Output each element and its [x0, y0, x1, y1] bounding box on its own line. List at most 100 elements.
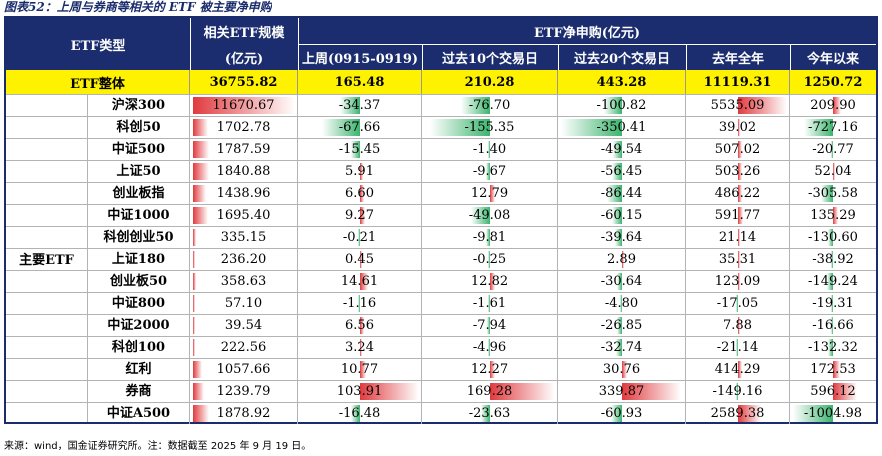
cell-value: -4.80 — [604, 296, 639, 311]
data-bar — [736, 295, 738, 312]
scale-cell: 1239.79 — [190, 381, 298, 402]
data-bar — [738, 207, 743, 224]
data-bar — [738, 361, 742, 378]
cell-value: -32.74 — [600, 340, 643, 355]
cell-value: 2589.38 — [710, 406, 765, 421]
cell-value: 236.20 — [220, 252, 267, 267]
flow-cell: -49.08 — [422, 205, 558, 226]
cell-value: 169.28 — [466, 384, 513, 399]
flow-cell: 123.09 — [686, 271, 790, 292]
flow-cell: -16.66 — [790, 315, 876, 336]
cell-value: 12.27 — [470, 362, 509, 377]
data-bar — [738, 119, 740, 136]
data-bar — [738, 229, 740, 246]
scale-cell: 11670.67 — [190, 95, 298, 116]
flow-cell: 7.88 — [686, 315, 790, 336]
cell-value: 1787.59 — [216, 142, 271, 157]
cell-value: 1057.66 — [216, 362, 271, 377]
source-note: 来源：wind，国金证券研究所。注：数据截至 2025 年 9 月 19 日。 — [4, 441, 312, 452]
data-bar — [738, 317, 740, 334]
flow-cell: 172.53 — [790, 359, 876, 380]
table-row: 上证50 1840.88 5.91 -9.67 -56.45 503.26 52.04 — [6, 160, 876, 182]
data-bar — [322, 119, 360, 136]
flow-cell: -4.96 — [422, 337, 558, 358]
data-bar — [193, 339, 195, 356]
data-bar — [620, 295, 622, 312]
cell-value: -9.81 — [472, 230, 507, 245]
header-period-0: 上周(0915-0919) — [298, 44, 422, 70]
data-bar — [738, 163, 742, 180]
data-bar — [738, 141, 742, 158]
cell-value: -76.70 — [468, 98, 511, 113]
flow-cell: 12.79 — [422, 183, 558, 204]
data-bar — [831, 251, 833, 268]
cell-value: -60.15 — [600, 208, 643, 223]
cell-value: 21.14 — [718, 230, 757, 245]
data-bar — [738, 405, 761, 422]
table-row: 科创50 1702.78 -67.66 -155.35 -350.41 39.02 -727… — [6, 116, 876, 138]
row-name: 上证50 — [88, 161, 190, 182]
data-bar — [488, 339, 490, 356]
flow-cell: -350.41 — [558, 117, 686, 138]
data-bar — [615, 229, 622, 246]
cell-value: 57.10 — [224, 296, 263, 311]
data-bar — [430, 119, 490, 136]
data-bar — [833, 207, 838, 224]
cell-value: -1.61 — [472, 296, 507, 311]
cell-value: -16.66 — [812, 318, 854, 333]
data-bar — [617, 317, 622, 334]
data-bar — [471, 207, 490, 224]
flow-cell: -132.32 — [790, 337, 876, 358]
cell-value: -49.54 — [600, 142, 643, 157]
data-bar — [360, 273, 368, 290]
cell-value: -155.35 — [464, 120, 515, 135]
data-bar — [193, 141, 209, 158]
cell-value: 209.90 — [810, 98, 856, 113]
total-period-1: 210.28 — [422, 70, 558, 94]
flow-cell: -16.48 — [298, 403, 422, 424]
cell-value: 3.24 — [345, 340, 374, 355]
cell-value: -60.93 — [600, 406, 643, 421]
cell-value: 358.63 — [220, 274, 267, 289]
data-bar — [193, 383, 204, 400]
flow-cell: -7.94 — [422, 315, 558, 336]
data-bar — [193, 207, 208, 224]
data-bar — [193, 405, 209, 422]
data-bar — [804, 119, 833, 136]
header-flow-group: ETF净申购(亿元) — [298, 18, 876, 44]
row-name: 中证1000 — [88, 205, 190, 226]
data-bar — [821, 185, 833, 202]
flow-cell: 339.87 — [558, 381, 686, 402]
data-bar — [827, 273, 833, 290]
data-bar — [612, 207, 622, 224]
table-row: 沪深300 11670.67 -34.37 -76.70 -100.82 5535.09 2… — [6, 94, 876, 116]
data-bar — [831, 295, 833, 312]
total-scale: 36755.82 — [190, 70, 298, 94]
row-name: 沪深300 — [88, 95, 190, 116]
flow-cell: -1.61 — [422, 293, 558, 314]
data-bar — [193, 229, 196, 246]
flow-cell: -0.21 — [298, 227, 422, 248]
row-name: 红利 — [88, 359, 190, 380]
flow-cell: 591.77 — [686, 205, 790, 226]
flow-cell: 6.56 — [298, 315, 422, 336]
table-row: 中证A500 1878.92 -16.48 -23.63 -60.93 2589.38 -1… — [6, 402, 876, 424]
header-scale-1: 相关ETF规模 — [190, 18, 298, 44]
table-row: 创业板50 358.63 14.61 12.82 -30.64 123.09 -149.24 — [6, 270, 876, 292]
data-bar — [622, 251, 624, 268]
row-name: 券商 — [88, 381, 190, 402]
cell-value: -23.63 — [468, 406, 511, 421]
data-bar — [193, 185, 206, 202]
scale-cell: 57.10 — [190, 293, 298, 314]
flow-cell: 135.29 — [790, 205, 876, 226]
cell-value: 1840.88 — [216, 164, 271, 179]
etf-flow-table: ETF类型 相关ETF规模 (亿元) ETF净申购(亿元) 上周(0915-09… — [4, 16, 878, 424]
scale-cell: 1702.78 — [190, 117, 298, 138]
row-name: 中证800 — [88, 293, 190, 314]
flow-cell: -9.81 — [422, 227, 558, 248]
cell-value: -149.24 — [808, 274, 858, 289]
cell-value: -49.08 — [468, 208, 511, 223]
row-name: 中证2000 — [88, 315, 190, 336]
cell-value: -7.94 — [472, 318, 507, 333]
flow-cell: 3.24 — [298, 337, 422, 358]
